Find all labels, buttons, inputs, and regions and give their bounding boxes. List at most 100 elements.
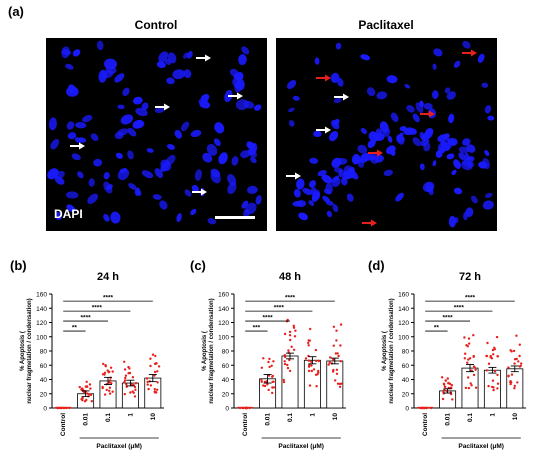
data-point: [520, 362, 523, 365]
scale-bar: [215, 216, 255, 219]
data-point: [314, 373, 318, 376]
nucleus: [90, 133, 99, 141]
data-point: [109, 366, 113, 369]
data-point: [108, 381, 111, 384]
data-point: [149, 357, 152, 360]
nucleus: [47, 168, 59, 180]
nucleus: [127, 127, 137, 137]
white-arrow: [316, 126, 331, 134]
nucleus: [331, 157, 342, 168]
arrow-head: [371, 219, 377, 227]
data-point: [308, 384, 312, 387]
y-axis-label-line2: nuclear fragmetation / condensation): [209, 298, 215, 403]
data-point: [133, 395, 137, 398]
panel-label-a: (a): [8, 4, 24, 19]
data-point: [465, 344, 468, 347]
white-arrow: [155, 103, 170, 111]
data-point: [286, 318, 289, 322]
data-point: [149, 384, 153, 387]
nucleus: [336, 77, 344, 87]
x-tick-label: Control: [60, 413, 67, 436]
data-point: [336, 382, 340, 385]
data-point: [317, 371, 320, 374]
nucleus: [419, 100, 424, 108]
data-point: [470, 369, 473, 372]
data-point: [495, 335, 499, 339]
white-arrow: [192, 188, 207, 196]
nucleus: [227, 174, 237, 186]
data-point: [65, 406, 68, 410]
data-point: [127, 372, 130, 375]
red-arrow: [316, 74, 331, 82]
data-point: [80, 397, 83, 401]
nucleus: [376, 91, 388, 100]
x-tick-label: 10: [512, 413, 519, 421]
nucleus: [81, 114, 93, 123]
y-tick-label: 40: [222, 377, 230, 384]
data-point: [238, 406, 242, 410]
y-tick-label: 160: [36, 292, 47, 299]
nucleus: [406, 104, 415, 113]
nucleus: [367, 139, 376, 148]
data-point: [147, 387, 150, 391]
x-tick-label: Control: [242, 413, 249, 436]
data-point: [262, 357, 265, 360]
nucleus: [360, 54, 371, 61]
nucleus: [54, 176, 65, 185]
nucleus: [114, 73, 125, 83]
nucleus: [296, 178, 305, 190]
data-point: [133, 385, 137, 389]
control-micrograph-canvas: [47, 40, 262, 225]
data-point: [451, 398, 454, 401]
nucleus: [487, 115, 495, 121]
data-point: [283, 354, 286, 357]
data-point: [270, 364, 273, 367]
nucleus: [461, 160, 473, 171]
control-micrograph: DAPI: [46, 38, 267, 231]
nucleus: [432, 160, 437, 167]
chart-48h-svg: 48 h 0 20 40 60 80 100 120 140 160 % Apoptosis (nu…: [202, 271, 346, 450]
data-point: [496, 387, 499, 390]
data-point: [513, 384, 516, 388]
nucleus: [65, 191, 79, 199]
data-point: [509, 382, 512, 386]
y-tick-label: 80: [222, 349, 230, 356]
nucleus: [190, 129, 202, 138]
nucleus: [103, 172, 110, 180]
data-point: [472, 373, 476, 377]
data-point: [518, 343, 521, 346]
data-point: [262, 384, 265, 387]
data-point: [248, 406, 251, 410]
y-tick-label: 160: [398, 292, 409, 299]
nucleus: [88, 178, 95, 187]
dapi-label: DAPI: [54, 207, 83, 221]
nucleus: [93, 158, 103, 167]
nucleus: [75, 121, 87, 129]
y-tick-label: 60: [402, 363, 410, 370]
data-point: [132, 391, 135, 394]
data-point: [63, 406, 66, 410]
paclitaxel-micrograph-canvas: [286, 40, 495, 228]
data-point: [153, 388, 156, 391]
nucleus: [132, 96, 143, 105]
nucleus: [136, 189, 142, 196]
nucleus: [194, 169, 202, 181]
data-point: [287, 349, 290, 352]
data-point: [329, 356, 332, 359]
data-point: [268, 357, 271, 361]
data-point: [263, 380, 267, 384]
data-point: [491, 379, 495, 382]
nucleus: [66, 204, 76, 213]
data-point: [441, 397, 445, 401]
data-point: [146, 380, 149, 384]
bar: [99, 380, 117, 409]
significance-label: ****: [103, 295, 114, 302]
arrow-head: [325, 126, 331, 134]
significance-label: ****: [454, 305, 465, 312]
data-point: [283, 360, 286, 363]
nucleus: [412, 113, 420, 123]
data-point: [124, 374, 128, 377]
x-tick-label: 10: [150, 413, 157, 421]
nucleus: [103, 213, 110, 222]
data-point: [271, 374, 274, 378]
